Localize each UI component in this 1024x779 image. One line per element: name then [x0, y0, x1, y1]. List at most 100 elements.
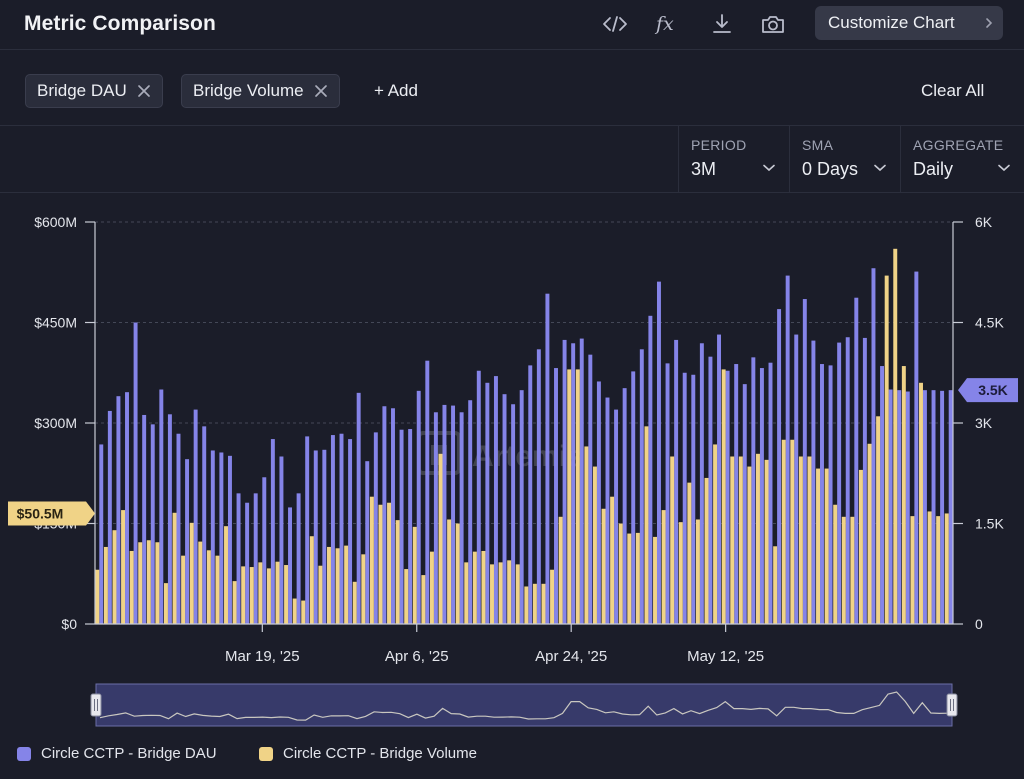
dau-bar[interactable]: [545, 293, 550, 624]
dau-bar[interactable]: [605, 397, 610, 624]
dau-bar[interactable]: [948, 390, 953, 624]
navigator-left-handle[interactable]: [90, 693, 102, 717]
volume-bar[interactable]: [112, 530, 117, 624]
dau-bar[interactable]: [142, 414, 147, 624]
dau-bar[interactable]: [485, 382, 490, 624]
dau-bar[interactable]: [348, 439, 353, 624]
dau-bar[interactable]: [837, 342, 842, 624]
volume-bar[interactable]: [773, 546, 778, 624]
range-navigator[interactable]: [90, 683, 958, 727]
volume-bar[interactable]: [498, 562, 503, 624]
dau-bar[interactable]: [588, 354, 593, 624]
dau-bar[interactable]: [682, 372, 687, 624]
dau-bar[interactable]: [245, 502, 250, 624]
dau-bar[interactable]: [794, 334, 799, 624]
dau-bar[interactable]: [845, 337, 850, 624]
dau-bar[interactable]: [288, 507, 292, 624]
volume-bar[interactable]: [318, 565, 323, 624]
dau-bar[interactable]: [382, 406, 387, 624]
volume-bar[interactable]: [858, 469, 863, 624]
dau-bar[interactable]: [107, 410, 112, 624]
volume-bar[interactable]: [129, 550, 134, 624]
aggregate-select[interactable]: AGGREGATE Daily: [900, 126, 1024, 193]
volume-bar[interactable]: [395, 520, 400, 624]
dau-bar[interactable]: [442, 404, 447, 624]
dau-bar[interactable]: [579, 338, 584, 624]
volume-bar[interactable]: [584, 446, 589, 624]
dau-bar[interactable]: [571, 343, 576, 624]
dau-bar[interactable]: [476, 370, 481, 624]
volume-bar[interactable]: [258, 562, 263, 624]
volume-bar[interactable]: [627, 533, 632, 624]
volume-bar[interactable]: [678, 522, 683, 624]
volume-bar[interactable]: [790, 439, 795, 624]
dau-bar[interactable]: [150, 424, 155, 624]
dau-bar[interactable]: [639, 349, 644, 624]
volume-bar[interactable]: [241, 566, 246, 624]
volume-bar[interactable]: [249, 567, 254, 624]
volume-bar[interactable]: [301, 600, 306, 624]
dau-bar[interactable]: [185, 459, 190, 624]
dau-bar[interactable]: [305, 436, 310, 624]
dau-bar[interactable]: [648, 315, 653, 624]
volume-bar[interactable]: [541, 583, 546, 624]
dau-bar[interactable]: [725, 370, 730, 624]
volume-bar[interactable]: [121, 510, 126, 624]
volume-bar[interactable]: [412, 526, 417, 624]
volume-bar[interactable]: [738, 456, 743, 625]
dau-bar[interactable]: [536, 349, 541, 624]
dau-bar[interactable]: [210, 450, 215, 624]
dau-bar[interactable]: [768, 362, 773, 624]
dau-bar[interactable]: [802, 299, 807, 624]
dau-bar[interactable]: [631, 371, 636, 624]
dau-bar[interactable]: [622, 388, 627, 624]
dau-bar[interactable]: [125, 392, 129, 624]
dau-bar[interactable]: [99, 444, 104, 624]
volume-bar[interactable]: [507, 560, 512, 624]
sma-select[interactable]: SMA 0 Days: [789, 126, 900, 193]
formula-icon[interactable]: fx: [652, 10, 682, 38]
dau-bar[interactable]: [931, 390, 936, 624]
volume-bar[interactable]: [824, 468, 829, 624]
volume-bar[interactable]: [927, 511, 932, 624]
volume-bar[interactable]: [567, 369, 572, 624]
dau-bar[interactable]: [236, 493, 241, 624]
volume-bar[interactable]: [919, 382, 923, 624]
volume-bar[interactable]: [266, 568, 271, 624]
dau-bar[interactable]: [330, 435, 335, 624]
dau-bar[interactable]: [777, 309, 782, 624]
dau-bar[interactable]: [751, 357, 756, 624]
dau-bar[interactable]: [296, 493, 301, 624]
volume-bar[interactable]: [309, 536, 314, 624]
volume-bar[interactable]: [944, 513, 949, 624]
dau-bar[interactable]: [922, 390, 927, 624]
dau-bar[interactable]: [356, 392, 361, 624]
dau-bar[interactable]: [862, 337, 867, 624]
dau-bar[interactable]: [391, 408, 395, 624]
volume-bar[interactable]: [558, 516, 563, 624]
volume-bar[interactable]: [155, 542, 160, 624]
dau-bar[interactable]: [665, 363, 670, 624]
dau-bar[interactable]: [511, 404, 516, 624]
volume-bar[interactable]: [464, 562, 469, 624]
volume-bar[interactable]: [798, 456, 803, 625]
code-icon[interactable]: [600, 10, 630, 38]
dau-bar[interactable]: [167, 414, 172, 624]
dau-bar[interactable]: [373, 432, 378, 624]
dau-bar[interactable]: [708, 356, 713, 624]
volume-bar[interactable]: [103, 546, 108, 624]
volume-bar[interactable]: [695, 519, 700, 624]
dau-bar[interactable]: [742, 384, 747, 624]
volume-bar[interactable]: [275, 561, 280, 624]
volume-bar[interactable]: [146, 540, 151, 624]
dau-bar[interactable]: [699, 343, 704, 624]
volume-bar[interactable]: [429, 551, 434, 624]
dau-bar[interactable]: [905, 391, 910, 624]
volume-bar[interactable]: [369, 496, 374, 624]
volume-bar[interactable]: [550, 569, 555, 624]
volume-bar[interactable]: [816, 468, 821, 624]
volume-bar[interactable]: [352, 581, 357, 624]
volume-bar[interactable]: [472, 551, 477, 624]
volume-bar[interactable]: [884, 275, 889, 624]
volume-bar[interactable]: [189, 522, 194, 624]
